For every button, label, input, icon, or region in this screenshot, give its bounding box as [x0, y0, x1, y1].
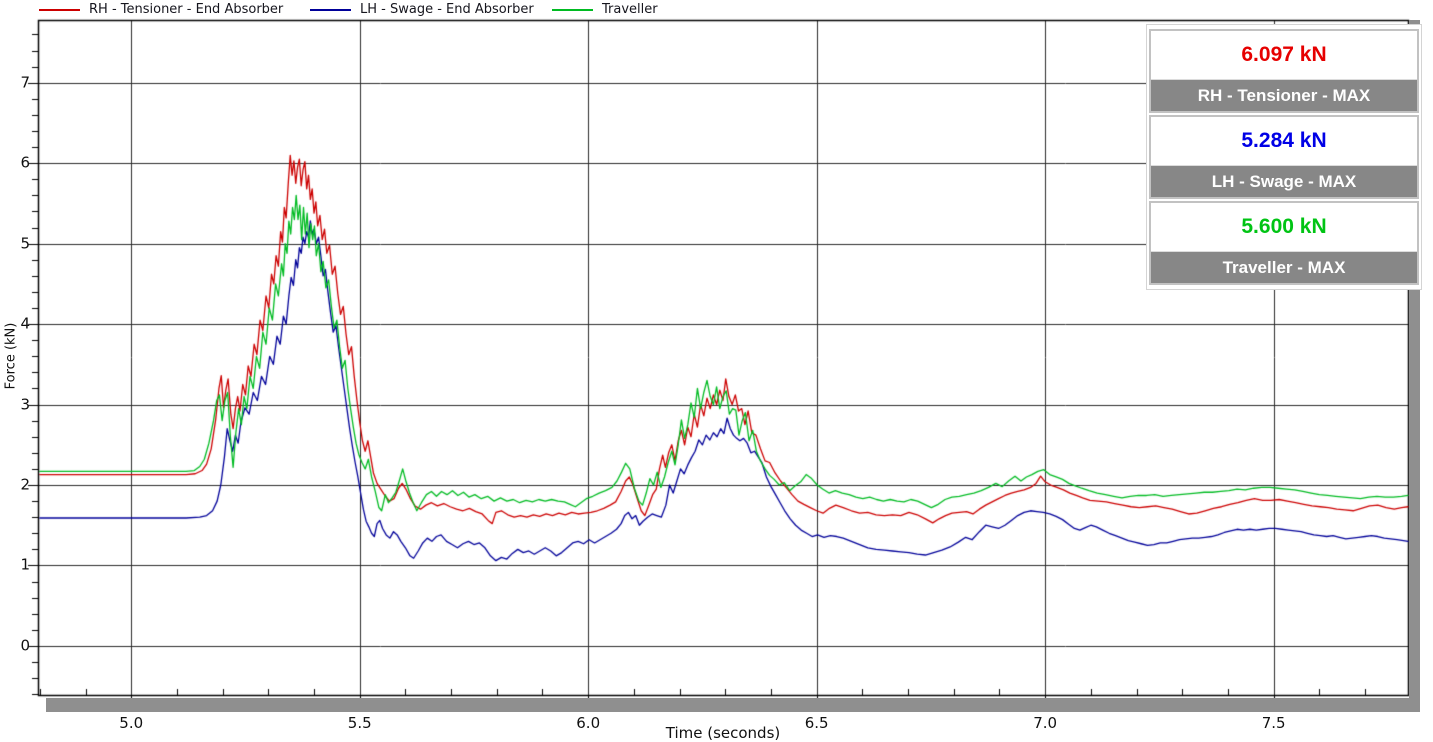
lh-swage-max-value: 5.284 kN [1241, 129, 1327, 152]
max-values-panel: 6.097 kN RH - Tensioner - MAX 5.284 kN L… [1146, 24, 1422, 290]
y-tick-label: 0 [20, 636, 30, 655]
legend: RH - Tensioner - End Absorber LH - Swage… [0, 0, 1433, 20]
traveller-max-label: Traveller - MAX [1151, 251, 1417, 283]
y-tick-label: 6 [20, 153, 30, 172]
max-card-rh-tensioner[interactable]: 6.097 kN RH - Tensioner - MAX [1149, 29, 1419, 113]
y-tick-label: 4 [20, 314, 30, 333]
x-tick-label: 5.0 [119, 714, 144, 732]
y-tick-label: 5 [20, 234, 30, 253]
rh-tensioner-max-label: RH - Tensioner - MAX [1151, 79, 1417, 111]
x-axis-title: Time (seconds) [665, 724, 781, 742]
x-tick-label: 6.5 [804, 714, 829, 732]
legend-label: LH - Swage - End Absorber [360, 2, 534, 17]
lh-swage-line-swatch-icon [310, 8, 351, 11]
x-tick-label: 7.0 [1033, 714, 1058, 732]
traveller-max-value: 5.600 kN [1241, 215, 1327, 238]
y-tick-label: 7 [20, 73, 30, 92]
max-card-lh-swage[interactable]: 5.284 kN LH - Swage - MAX [1149, 115, 1419, 199]
horizontal-scrollbar[interactable] [46, 698, 1420, 712]
max-card-traveller[interactable]: 5.600 kN Traveller - MAX [1149, 201, 1419, 285]
legend-item-rh-tensioner[interactable]: RH - Tensioner - End Absorber [39, 1, 283, 18]
legend-label: Traveller [602, 2, 658, 17]
y-axis-title: Force (kN) [3, 322, 19, 390]
legend-item-traveller[interactable]: Traveller [552, 1, 658, 18]
legend-label: RH - Tensioner - End Absorber [89, 2, 284, 17]
vertical-scrollbar[interactable] [1409, 20, 1420, 712]
rh-tensioner-line-swatch-icon [39, 8, 80, 11]
x-tick-label: 6.0 [576, 714, 601, 732]
legend-item-lh-swage[interactable]: LH - Swage - End Absorber [310, 1, 534, 18]
x-tick-label: 7.5 [1261, 714, 1286, 732]
traveller-line-swatch-icon [552, 8, 593, 11]
y-tick-label: 1 [20, 556, 30, 575]
y-tick-label: 3 [20, 395, 30, 414]
lh-swage-max-label: LH - Swage - MAX [1151, 165, 1417, 197]
x-tick-label: 5.5 [347, 714, 372, 732]
rh-tensioner-max-value: 6.097 kN [1241, 43, 1327, 66]
y-tick-label: 2 [20, 475, 30, 494]
